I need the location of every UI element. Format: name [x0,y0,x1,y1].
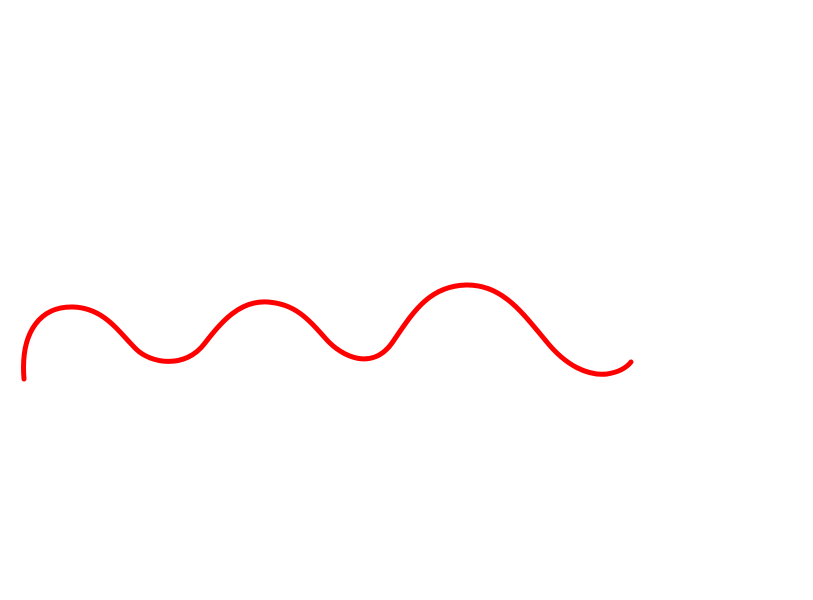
red-wavy-stroke [21,282,634,382]
